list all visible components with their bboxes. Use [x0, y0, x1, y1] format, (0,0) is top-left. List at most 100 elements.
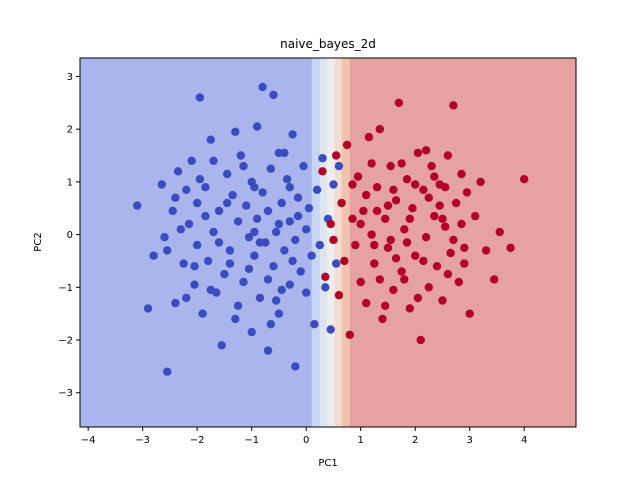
point-series1-63 [405, 214, 414, 223]
point-series1-43 [438, 296, 447, 305]
plot-frame [79, 57, 577, 428]
point-series0-27 [220, 269, 229, 279]
point-series0-76 [329, 180, 338, 189]
x-axis-label: PC1 [318, 458, 337, 469]
point-series0-35 [242, 201, 251, 210]
x-tick-label-5: 1 [358, 435, 364, 446]
point-series1-2 [326, 219, 335, 229]
point-series0-48 [266, 164, 275, 173]
point-series1-21 [378, 314, 387, 324]
point-series0-60 [291, 235, 300, 245]
point-series1-51 [460, 243, 469, 252]
point-series0-59 [288, 130, 297, 139]
point-series1-14 [359, 206, 368, 216]
point-series0-66 [302, 288, 311, 297]
point-series0-69 [310, 320, 319, 329]
decision-region-4 [334, 58, 343, 427]
x-tick-label-3: −1 [244, 435, 259, 446]
x-tick-label-8: 4 [521, 435, 527, 446]
point-series1-20 [375, 125, 384, 134]
point-series0-64 [299, 161, 308, 171]
point-series0-103 [277, 285, 286, 295]
point-series0-0 [133, 201, 142, 210]
point-series1-12 [353, 172, 363, 181]
point-series0-86 [244, 264, 254, 274]
point-series0-44 [258, 82, 267, 92]
point-series1-55 [476, 177, 485, 187]
point-series0-96 [274, 219, 284, 229]
point-series1-18 [370, 259, 379, 268]
point-series0-22 [206, 135, 215, 144]
point-series0-57 [285, 280, 294, 289]
point-series1-27 [394, 98, 404, 108]
y-tick-label-3: 0 [67, 230, 73, 241]
point-series1-1 [321, 272, 330, 281]
point-series1-4 [332, 151, 341, 160]
point-series1-28 [397, 267, 406, 276]
point-series0-1 [143, 304, 153, 313]
point-series1-69 [443, 269, 453, 279]
point-series0-65 [302, 225, 311, 234]
point-series0-41 [252, 122, 262, 131]
point-series0-99 [209, 156, 218, 165]
point-series1-5 [334, 291, 344, 300]
point-series1-57 [490, 275, 499, 284]
point-series1-46 [446, 248, 455, 258]
point-series0-32 [233, 217, 243, 226]
point-series0-53 [274, 309, 284, 318]
point-series0-98 [266, 320, 275, 329]
point-series1-41 [432, 262, 442, 271]
point-series1-80 [391, 254, 401, 263]
point-series1-84 [400, 275, 409, 284]
point-series1-60 [520, 175, 529, 184]
point-series0-4 [160, 233, 169, 242]
point-series0-50 [269, 90, 278, 100]
point-series0-46 [263, 206, 273, 216]
decision-region-1 [311, 58, 321, 427]
point-series0-91 [190, 262, 199, 271]
point-series1-35 [416, 335, 425, 345]
point-series0-101 [225, 259, 235, 268]
point-series0-78 [334, 161, 344, 171]
point-series0-72 [318, 154, 327, 163]
chart-title: naive_bayes_2d [280, 37, 376, 51]
point-series0-7 [168, 206, 177, 216]
point-series1-62 [386, 235, 395, 245]
point-series0-49 [269, 262, 278, 271]
y-axis: −3 −2 −1 0 1 2 3 [58, 72, 80, 399]
point-series1-11 [351, 240, 360, 250]
point-series1-64 [419, 256, 428, 266]
point-series1-22 [381, 214, 390, 223]
point-series0-19 [198, 309, 207, 318]
y-tick-label-4: 1 [67, 177, 73, 188]
point-series1-65 [435, 201, 444, 210]
point-series0-68 [307, 251, 316, 260]
point-series1-44 [441, 222, 450, 231]
point-series1-40 [430, 211, 439, 221]
point-series0-2 [149, 251, 158, 260]
point-series1-39 [427, 161, 436, 171]
point-series0-42 [255, 293, 265, 303]
point-series0-90 [223, 198, 232, 208]
x-tick-label-7: 3 [467, 435, 473, 446]
point-series0-104 [171, 193, 180, 202]
point-series0-12 [182, 293, 191, 303]
point-series1-13 [356, 277, 365, 287]
point-series1-48 [451, 198, 461, 208]
point-series0-93 [285, 183, 294, 192]
point-series1-81 [438, 214, 447, 223]
point-series1-54 [471, 211, 480, 221]
point-series0-80 [182, 185, 191, 194]
point-series1-6 [337, 198, 346, 208]
point-series1-26 [391, 196, 401, 205]
point-series1-36 [419, 185, 428, 194]
point-series1-8 [342, 140, 352, 150]
point-series1-38 [424, 283, 433, 292]
point-series1-33 [411, 251, 420, 260]
point-series0-29 [225, 246, 235, 255]
point-series0-55 [280, 246, 289, 255]
point-series0-47 [263, 346, 273, 355]
point-series1-34 [413, 148, 423, 158]
point-series0-94 [255, 238, 265, 247]
